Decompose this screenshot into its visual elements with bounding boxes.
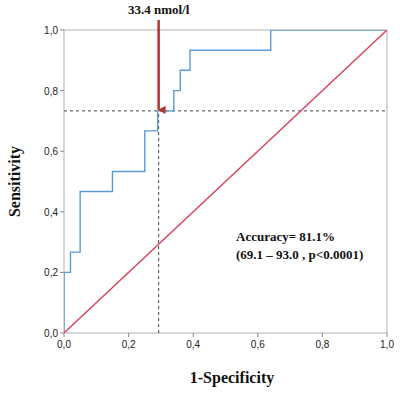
y-tick-label: 0,0	[44, 328, 58, 339]
x-tick-label: 0,8	[315, 339, 329, 350]
x-tick-label: 1,0	[380, 339, 394, 350]
roc-curve	[64, 30, 387, 333]
y-tick	[60, 30, 64, 31]
y-tick	[60, 272, 64, 273]
x-axis-label: 1-Specificity	[190, 369, 274, 387]
accuracy-ci: (69.1 – 93.0 , p<0.0001)	[236, 247, 363, 262]
cutoff-vline	[158, 111, 159, 333]
cutoff-lines	[64, 111, 387, 333]
x-tick	[64, 333, 65, 337]
x-tick-label: 0,4	[186, 339, 200, 350]
x-tick-label: 0,2	[122, 339, 136, 350]
reference-line	[64, 30, 387, 333]
y-tick-label: 0,4	[44, 207, 58, 218]
x-tick	[387, 333, 388, 337]
y-tick-label: 0,8	[44, 86, 58, 97]
cutoff-hline	[64, 110, 387, 111]
y-tick-label: 1,0	[44, 25, 58, 36]
x-tick	[193, 333, 194, 337]
x-tick-label: 0,6	[251, 339, 265, 350]
y-tick	[60, 90, 64, 91]
y-tick	[60, 333, 64, 334]
series-group	[64, 30, 387, 333]
y-axis-label: Sensitivity	[6, 146, 24, 217]
y-tick	[60, 151, 64, 152]
cutoff-label: 33.4 nmol/l	[128, 2, 190, 17]
plot-frame	[64, 30, 387, 333]
y-tick	[60, 211, 64, 212]
roc-chart: 0,0 0,2 0,4 0,6 0,8 1,0 0,0 0,2 0,4 0,6 0,8 1,0 33.4…	[0, 0, 400, 398]
y-tick-label: 0,6	[44, 146, 58, 157]
x-tick	[322, 333, 323, 337]
cutoff-arrow	[157, 20, 160, 110]
accuracy-text: Accuracy= 81.1%	[236, 229, 335, 244]
x-tick	[128, 333, 129, 337]
x-tick-label: 0,0	[57, 339, 71, 350]
x-tick	[257, 333, 258, 337]
y-tick-label: 0,2	[44, 267, 58, 278]
